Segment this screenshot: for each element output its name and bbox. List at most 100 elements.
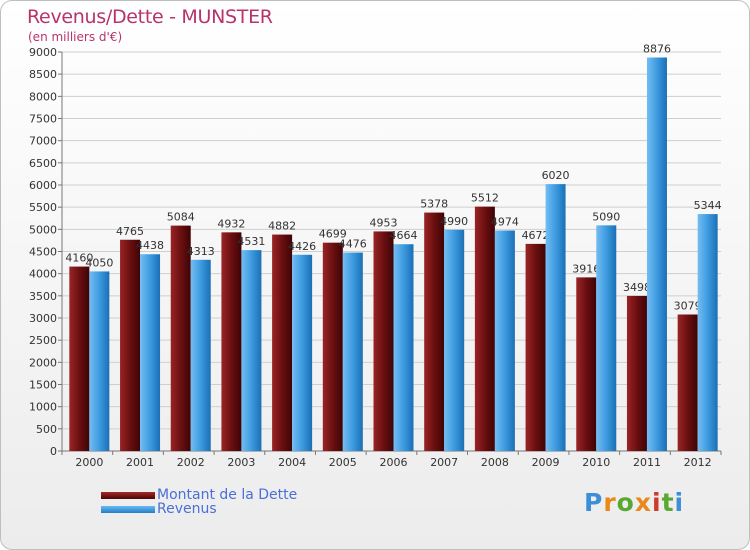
y-tick-label: 3500 [29,290,57,303]
logo-letter: r [603,488,617,517]
bar-revenus [444,229,465,451]
legend-label-dette: Montant de la Dette [157,487,298,503]
data-label: 8876 [643,42,671,55]
data-label: 5084 [167,211,195,224]
data-label: 4990 [440,215,468,228]
x-tick-label: 2004 [278,456,306,469]
bar-dette [69,266,90,451]
x-tick-label: 2001 [126,456,154,469]
data-label: 4765 [116,225,144,238]
y-tick-label: 1000 [29,401,57,414]
bar-dette [170,225,191,451]
bar-revenus [596,225,617,451]
bar-dette [474,206,495,451]
y-tick-label: 7500 [29,113,57,126]
bar-revenus [494,230,515,451]
proxiti-logo: Proxiti [584,488,684,517]
legend-item-revenus: Revenus [101,501,217,517]
y-tick-label: 2500 [29,334,57,347]
y-tick-label: 5500 [29,201,57,214]
data-label: 6020 [542,169,570,182]
legend-swatch-revenus [101,505,155,513]
x-tick-label: 2002 [177,456,205,469]
data-label: 4672 [522,229,550,242]
data-label: 3916 [572,262,600,275]
x-tick-label: 2007 [430,456,458,469]
y-tick-label: 3000 [29,312,57,325]
data-label: 4953 [370,216,398,229]
data-label: 4699 [319,228,347,241]
y-tick-label: 0 [50,445,57,458]
bar-dette [272,234,293,451]
x-tick-label: 2009 [532,456,560,469]
data-label: 4438 [136,239,164,252]
logo-letter: o [616,488,635,517]
y-tick-label: 8500 [29,68,57,81]
logo-letter: P [584,488,604,517]
data-label: 4531 [237,235,265,248]
bar-revenus [190,259,211,451]
x-tick-label: 2005 [329,456,357,469]
x-tick-label: 2006 [380,456,408,469]
data-label: 4426 [288,240,316,253]
y-tick-label: 4000 [29,268,57,281]
bar-revenus [342,252,363,451]
bar-dette [626,295,647,451]
legend-swatch-dette [101,491,155,499]
bar-revenus [646,57,667,451]
bar-dette [525,243,546,451]
data-label: 4476 [339,238,367,251]
data-label: 4160 [65,252,93,265]
bar-dette [322,242,343,451]
chart-title: Revenus/Dette - MUNSTER [27,6,273,28]
data-label: 5090 [592,210,620,223]
logo-letter: x [634,488,652,517]
bar-revenus [89,271,110,451]
data-label: 3498 [623,281,651,294]
legend-label-revenus: Revenus [157,501,217,517]
bar-dette [424,212,445,451]
data-label: 4932 [217,217,245,230]
y-tick-label: 1500 [29,379,57,392]
bar-dette [373,231,394,451]
x-tick-label: 2008 [481,456,509,469]
x-tick-label: 2003 [227,456,255,469]
logo-letter: t [661,488,675,517]
y-tick-label: 500 [36,423,57,436]
y-tick-label: 8000 [29,90,57,103]
x-tick-label: 2010 [582,456,610,469]
data-label: 4974 [491,215,519,228]
y-tick-label: 7000 [29,135,57,148]
legend-item-dette: Montant de la Dette [101,487,297,503]
bar-dette [677,314,698,451]
y-tick-label: 2000 [29,356,57,369]
logo-letter: i [652,488,662,517]
bar-dette [221,232,242,451]
data-label: 5378 [420,198,448,211]
chart-subtitle: (en milliers d'€) [28,30,123,44]
bar-dette [576,277,597,451]
data-label: 4050 [85,256,113,269]
data-label: 3079 [674,299,702,312]
y-tick-label: 9000 [29,46,57,59]
bar-revenus [292,254,313,451]
data-label: 4313 [187,245,215,258]
bar-revenus [545,184,566,451]
logo-letter: i [674,488,685,517]
y-tick-label: 5000 [29,223,57,236]
data-label: 4882 [268,220,296,233]
y-tick-label: 4500 [29,246,57,259]
y-tick-label: 6500 [29,157,57,170]
x-tick-label: 2012 [684,456,712,469]
bar-revenus [697,214,718,451]
x-tick-label: 2011 [633,456,661,469]
bar-revenus [393,244,414,451]
x-tick-label: 2000 [75,456,103,469]
y-tick-label: 6000 [29,179,57,192]
bar-revenus [140,254,161,451]
bar-revenus [241,250,262,451]
data-label: 5344 [694,199,722,212]
data-label: 4664 [390,229,418,242]
